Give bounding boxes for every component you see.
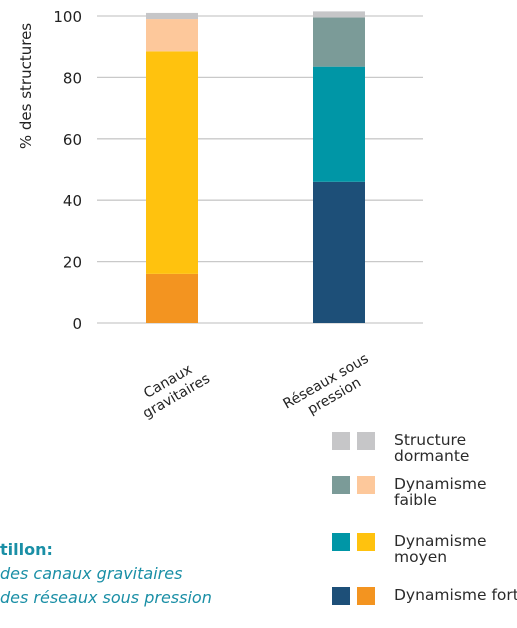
bar-segment [146,51,198,274]
legend-swatch [357,432,375,450]
sample-line-reseaux: des réseaux sous pression [0,588,212,607]
bar-segment [146,273,198,323]
legend-label: Dynamisme fort [394,586,517,604]
legend-item: Dynamisme moyen [332,533,517,565]
sample-heading: tillon: [0,540,53,559]
y-tick-label: 0 [72,315,82,333]
legend-swatch [332,476,350,494]
x-tick-label: Réseaux souspression [280,351,380,428]
y-tick-label: 60 [63,131,82,149]
x-tick-label: Canauxgravitaires [132,356,213,422]
legend-label: Dynamisme faible [394,475,487,509]
y-axis-label: % des structures [17,23,35,149]
y-tick-label: 20 [63,254,82,272]
legend-swatch [332,587,350,605]
bar-segment [146,12,198,20]
y-tick-label: 100 [53,8,82,26]
y-tick-label: 80 [63,69,82,87]
legend-label: Structure dormante [394,431,470,465]
bar-segment [146,19,198,52]
y-tick-labels: 0 20 40 60 80 100 [53,8,82,333]
legend-swatch [332,533,350,551]
bar-segment [313,66,365,182]
legend-swatch [357,587,375,605]
legend-item: Structure dormante [332,432,517,464]
bar-segment [313,181,365,323]
bar-segment [313,11,365,18]
legend-swatch [357,533,375,551]
bar-segment [313,17,365,67]
bars [146,11,365,323]
sample-line-canaux: des canaux gravitaires [0,564,183,583]
sample-note: tillon: des canaux gravitaires des résea… [0,538,212,610]
y-tick-label: 40 [63,192,82,210]
legend-swatch [357,476,375,494]
legend-swatch [332,432,350,450]
legend-label: Dynamisme moyen [394,532,487,566]
legend-item: Dynamisme faible [332,476,517,508]
gridlines [97,15,423,324]
legend-item: Dynamisme fort [332,587,517,605]
x-tick-labels: Canauxgravitaires Réseaux souspression [132,351,380,428]
